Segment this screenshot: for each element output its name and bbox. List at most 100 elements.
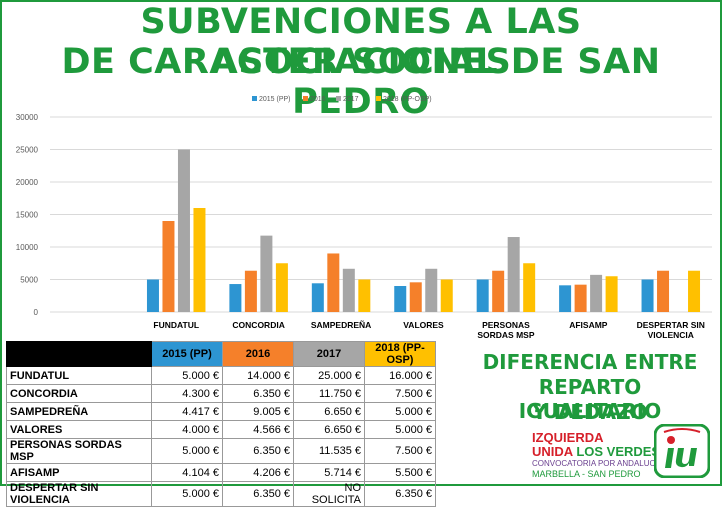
bar [229, 284, 242, 312]
legend: 2015 (PP) 2016 2017 2018 (PP-OSP) [252, 96, 432, 103]
legend-swatch [336, 96, 341, 101]
bars [146, 149, 701, 312]
legend-label: 2017 [343, 96, 359, 103]
cell-2018: 16.000 € [364, 366, 436, 385]
y-tick-label: 15000 [16, 211, 39, 220]
cell-2015: 4.000 € [151, 420, 223, 439]
x-category-label: PERSONAS [482, 320, 530, 330]
poster-title-line2: DE CARACTER SOCIAL DE SAN PEDRO [61, 42, 661, 122]
x-category-label: VIOLENCIA [648, 330, 694, 340]
cell-2015: 5.000 € [151, 481, 223, 507]
table-row: FUNDATUL 5.000 € 14.000 € 25.000 € 16.00… [6, 366, 436, 385]
bar [523, 263, 536, 312]
cell-2015: 4.300 € [151, 384, 223, 403]
y-tick-labels: 0 5000 10000 15000 20000 25000 30000 [16, 113, 39, 317]
legend-label: 2016 [310, 96, 326, 103]
bar [574, 284, 587, 312]
bar [492, 270, 505, 312]
iu-logo-icon [654, 424, 710, 478]
x-category-label: SORDAS MSP [477, 330, 534, 340]
bar [193, 208, 206, 312]
bar [358, 279, 371, 312]
row-name: CONCORDIA [6, 384, 152, 403]
cell-2016: 6.350 € [222, 384, 294, 403]
legend-swatch [376, 96, 381, 101]
row-name: FUNDATUL [6, 366, 152, 385]
legend-label: 2015 (PP) [259, 96, 291, 103]
bar [605, 276, 618, 312]
bar [688, 270, 701, 312]
cell-2015: 4.417 € [151, 402, 223, 421]
cell-2016: 14.000 € [222, 366, 294, 385]
y-tick-label: 20000 [16, 178, 39, 187]
table-header-2015: 2015 (PP) [151, 341, 223, 367]
y-tick-label: 30000 [16, 113, 39, 122]
bar [476, 279, 489, 312]
x-category-label: SAMPEDREÑA [311, 320, 371, 330]
cell-2017: NO SOLICITA [293, 481, 365, 507]
cell-2018: 7.500 € [364, 384, 436, 403]
legend-swatch [303, 96, 308, 101]
bar [311, 283, 324, 312]
cell-2018: 7.500 € [364, 438, 436, 464]
x-category-labels: FUNDATUL CONCORDIA SAMPEDREÑA VALORES PERSON… [153, 320, 705, 340]
cell-2016: 4.206 € [222, 463, 294, 482]
logo-line1: IZQUIERDA [532, 430, 604, 445]
bar [507, 237, 520, 312]
row-name: AFISAMP [6, 463, 152, 482]
table-row: DESPERTAR SIN VIOLENCIA 5.000 € 6.350 € … [6, 481, 436, 507]
logo-line2b: LOS VERDES [576, 444, 661, 459]
cell-2015: 4.104 € [151, 463, 223, 482]
cell-2017: 5.714 € [293, 463, 365, 482]
row-name: DESPERTAR SIN VIOLENCIA [6, 481, 152, 507]
bar [177, 149, 190, 312]
bar [440, 279, 453, 312]
bar [657, 270, 670, 312]
poster-title-line1: SUBVENCIONES A LAS ASOCIACIONES [140, 2, 582, 82]
table-row: CONCORDIA 4.300 € 6.350 € 11.750 € 7.500… [6, 384, 436, 403]
logo-line2a: UNIDA [532, 444, 573, 459]
legend-label: 2018 (PP-OSP) [383, 96, 432, 103]
logo-line4: MARBELLA - SAN PEDRO [532, 469, 641, 479]
table-row: VALORES 4.000 € 4.566 € 6.650 € 5.000 € [6, 420, 436, 439]
x-category-label: AFISAMP [569, 320, 608, 330]
table-row: PERSONAS SORDAS MSP 5.000 € 6.350 € 11.5… [6, 438, 436, 464]
cell-2018: 5.000 € [364, 402, 436, 421]
y-tick-label: 0 [34, 308, 39, 317]
table-row: SAMPEDREÑA 4.417 € 9.005 € 6.650 € 5.000… [6, 402, 436, 421]
x-category-label: DESPERTAR SIN [637, 320, 705, 330]
table-header-blank [6, 341, 152, 367]
bar [244, 270, 257, 312]
cell-2016: 6.350 € [222, 438, 294, 464]
table-row: AFISAMP 4.104 € 4.206 € 5.714 € 5.500 € [6, 463, 436, 482]
bar [162, 221, 175, 312]
cell-2016: 9.005 € [222, 402, 294, 421]
bar [275, 263, 288, 312]
table-header-row: 2015 (PP) 2016 2017 2018 (PP-OSP) [6, 341, 436, 367]
x-category-label: CONCORDIA [232, 320, 284, 330]
legend-swatch [252, 96, 257, 101]
bar [590, 274, 603, 312]
logo-line3: CONVOCATORIA POR ANDALUCÍA [532, 459, 663, 468]
bar [260, 235, 273, 312]
bar [146, 279, 159, 312]
y-tick-label: 25000 [16, 146, 39, 155]
cell-2017: 11.750 € [293, 384, 365, 403]
side-text-line2: REPARTO IGUALITARIO [518, 375, 662, 423]
table-header-2017: 2017 [293, 341, 365, 367]
bar [559, 285, 572, 312]
bar [327, 253, 340, 312]
cell-2015: 5.000 € [151, 366, 223, 385]
cell-2016: 4.566 € [222, 420, 294, 439]
x-category-label: FUNDATUL [153, 320, 199, 330]
bar [342, 268, 355, 312]
bar [409, 282, 422, 312]
table-header-2016: 2016 [222, 341, 294, 367]
row-name: PERSONAS SORDAS MSP [6, 438, 152, 464]
bar-chart: 0 5000 10000 15000 20000 25000 30000 FUNDATUL C… [16, 96, 712, 340]
cell-2017: 11.535 € [293, 438, 365, 464]
y-tick-label: 5000 [20, 276, 38, 285]
cell-2017: 6.650 € [293, 402, 365, 421]
cell-2018: 5.000 € [364, 420, 436, 439]
cell-2015: 5.000 € [151, 438, 223, 464]
